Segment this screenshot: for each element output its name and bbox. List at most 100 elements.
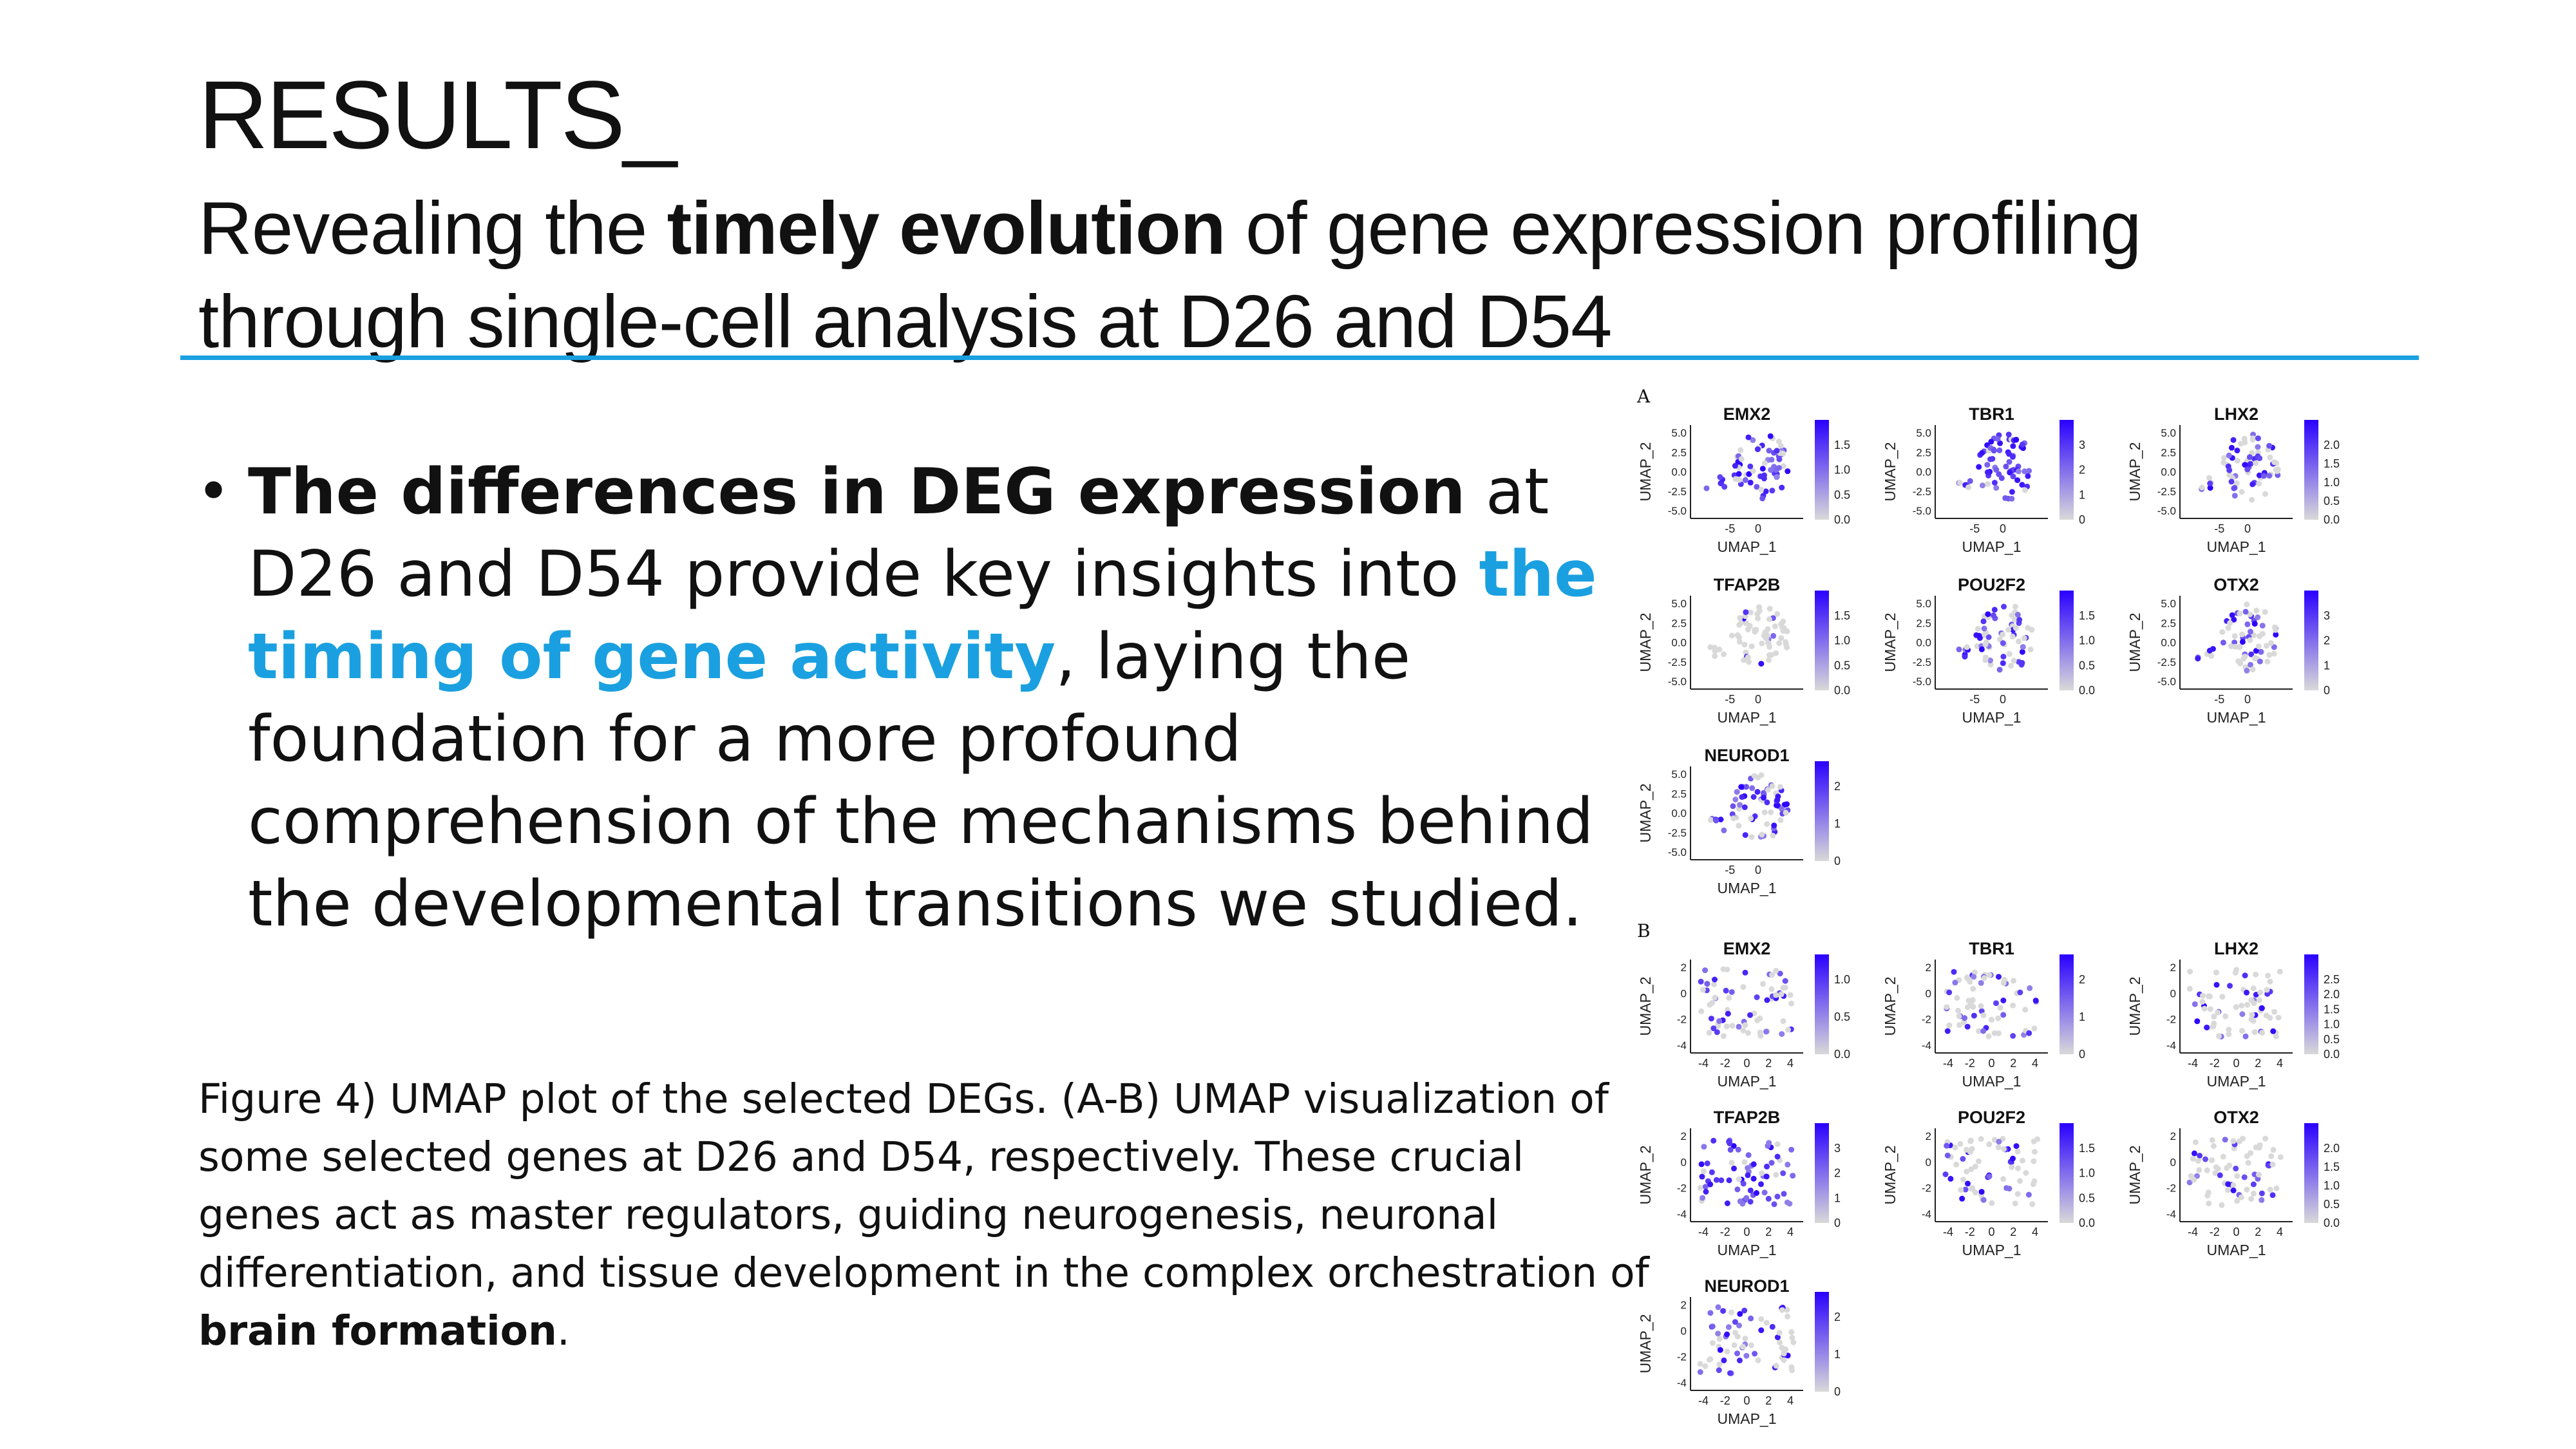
x-tick-label: 2 <box>2010 1057 2016 1070</box>
umap-point <box>2207 485 2213 491</box>
umap-point <box>1730 815 1737 822</box>
umap-point <box>1954 995 1960 1001</box>
umap-point <box>2253 648 2259 654</box>
umap-point <box>2244 1001 2251 1008</box>
umap-point <box>2206 647 2213 654</box>
umap-point <box>1779 1031 1785 1037</box>
umap-point <box>1698 1008 1705 1014</box>
umap-point <box>2253 1144 2259 1151</box>
umap-point <box>1960 1156 1966 1162</box>
umap-point <box>1737 1311 1743 1317</box>
umap-point <box>2202 1156 2208 1162</box>
umap-point <box>1766 616 1772 622</box>
umap-point <box>1777 443 1784 450</box>
umap-point <box>1728 1159 1735 1166</box>
umap-point <box>1980 1197 1987 1203</box>
umap-point <box>2193 1139 2199 1146</box>
umap-figure: A EMX2 5.0 2.5 0.0 -2.5 -5.0 -5 0 UMAP_1 UMAP_2 1.5… <box>1629 380 2447 1443</box>
key-insight-bullet: • The differences in DEG expression at D… <box>196 451 1658 945</box>
umap-point <box>2277 1154 2284 1160</box>
umap-point <box>2249 1012 2255 1018</box>
colorbar-tick-label: 2.0 <box>2324 988 2340 1001</box>
umap-point <box>2027 985 2033 991</box>
y-tick-label: -2.5 <box>1668 486 1687 498</box>
umap-point <box>2231 493 2238 499</box>
umap-point <box>1758 1181 1764 1188</box>
umap-point <box>1736 1023 1742 1030</box>
umap-point <box>2231 633 2238 639</box>
umap-point <box>2264 987 2270 993</box>
umap-point <box>2237 644 2243 650</box>
umap-point <box>1773 992 1779 998</box>
umap-point <box>1972 1189 1978 1196</box>
x-tick-label: -2 <box>1965 1226 1975 1238</box>
umap-point <box>2014 477 2021 484</box>
umap-point <box>1763 632 1769 639</box>
umap-point <box>1736 1176 1742 1182</box>
x-tick-label: -5 <box>2214 522 2224 535</box>
umap-point <box>1971 969 1978 976</box>
bullet-highlight: the timing of gene activity <box>248 538 1597 694</box>
umap-point <box>2014 1191 2021 1197</box>
umap-point <box>1769 972 1776 978</box>
umap-point <box>1764 799 1770 806</box>
umap-point <box>1712 648 1718 654</box>
x-tick-label: -2 <box>1720 1057 1730 1070</box>
x-axis-label: UMAP_1 <box>1717 709 1776 726</box>
y-axis-label: UMAP_2 <box>1882 976 1899 1036</box>
umap-point <box>1725 1324 1732 1331</box>
umap-point <box>2022 1007 2029 1013</box>
umap-point <box>1734 1350 1740 1357</box>
umap-point <box>1735 1146 1741 1153</box>
umap-point <box>1779 624 1785 630</box>
umap-point <box>1971 1012 1977 1019</box>
umap-point <box>1955 1007 1962 1014</box>
umap-point <box>2248 651 2255 658</box>
umap-point <box>1736 1322 1742 1329</box>
umap-point <box>1724 1349 1730 1355</box>
x-tick-label: 4 <box>2277 1057 2283 1070</box>
umap-point <box>1985 611 1991 618</box>
umap-point <box>1697 1361 1703 1367</box>
umap-point <box>2266 473 2273 479</box>
umap-point <box>2248 629 2253 635</box>
umap-point <box>1783 628 1789 634</box>
umap-point <box>1987 658 1993 663</box>
umap-point <box>2267 454 2273 460</box>
umap-point <box>2262 609 2268 615</box>
umap-point <box>2209 1157 2215 1164</box>
umap-point <box>1758 1316 1765 1322</box>
umap-point <box>1747 463 1754 469</box>
umap-point <box>1743 1352 1750 1359</box>
umap-point <box>1981 975 1987 981</box>
umap-point <box>2000 654 2007 660</box>
umap-point <box>1759 466 1766 472</box>
umap-point <box>2011 616 2018 623</box>
umap-point <box>1743 609 1749 616</box>
umap-point <box>2233 480 2240 486</box>
umap-point <box>2199 484 2205 491</box>
umap-point <box>2210 1143 2217 1149</box>
umap-point <box>1704 1160 1710 1166</box>
umap-point <box>2029 1201 2036 1208</box>
umap-point <box>1726 994 1732 1001</box>
umap-point <box>1958 1187 1964 1193</box>
umap-point <box>1785 1313 1791 1320</box>
umap-point <box>1787 992 1794 998</box>
y-tick-label: -2 <box>1677 1182 1687 1195</box>
umap-point <box>1723 987 1729 994</box>
umap-point <box>2242 609 2249 615</box>
umap-point <box>1976 464 1982 470</box>
colorbar-tick-label: 0.5 <box>2079 659 2095 672</box>
umap-point <box>1709 1323 1716 1330</box>
umap-point <box>2228 478 2235 485</box>
umap-point <box>2196 1167 2202 1173</box>
bullet-part1: at D26 and D54 provide key insights into <box>248 455 1549 611</box>
x-tick-label: -4 <box>2188 1226 2198 1238</box>
umap-point <box>2219 629 2226 635</box>
y-axis-label: UMAP_2 <box>1637 1145 1654 1204</box>
umap-point <box>2258 649 2264 655</box>
umap-point <box>2204 1193 2211 1198</box>
umap-point <box>2010 443 2016 450</box>
umap-point <box>1982 641 1989 648</box>
